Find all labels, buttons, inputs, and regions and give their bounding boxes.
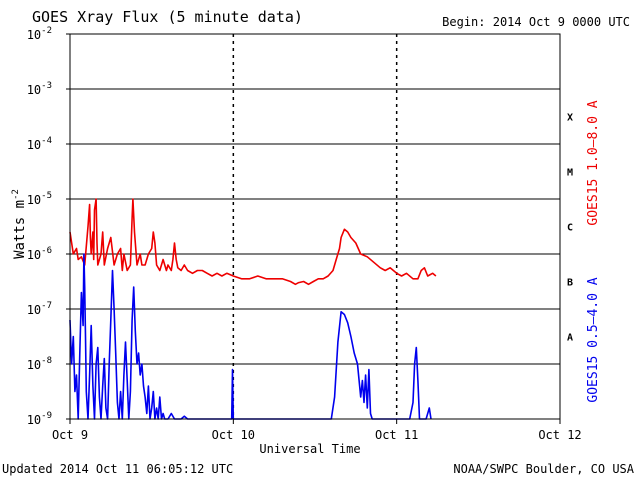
data-series xyxy=(69,198,437,420)
flare-class-a: A xyxy=(567,333,573,344)
flare-class-c: C xyxy=(567,223,573,234)
series-long-channel-line xyxy=(69,198,437,286)
y-axis-label: Watts m-2 xyxy=(11,189,28,259)
series-short-channel-line xyxy=(69,253,432,420)
y-tick-label: 10-9 xyxy=(27,411,52,427)
flare-class-m: M xyxy=(567,168,573,179)
y-tick-label: 10-5 xyxy=(27,191,52,207)
y-tick-label: 10-6 xyxy=(27,246,52,262)
x-tick-label: Oct 12 xyxy=(538,428,581,442)
flare-class-labels: A B C M X xyxy=(567,113,573,344)
grid xyxy=(70,33,560,420)
plot-frame xyxy=(69,33,561,420)
y-axis-ticks: 10-9 10-8 10-7 10-6 10-5 10-4 10-3 10-2 xyxy=(27,26,70,427)
y-tick-label: 10-4 xyxy=(27,136,52,152)
begin-date: Begin: 2014 Oct 9 0000 UTC xyxy=(442,15,630,29)
x-tick-label: Oct 11 xyxy=(375,428,418,442)
credit-text: NOAA/SWPC Boulder, CO USA xyxy=(453,462,634,476)
legend-long-channel: GOES15 1.0–8.0 A xyxy=(586,100,601,225)
flare-class-x: X xyxy=(567,113,573,124)
y-tick-label: 10-7 xyxy=(27,301,52,317)
x-axis-ticks: Oct 9 Oct 10 Oct 11 Oct 12 xyxy=(52,419,582,442)
flare-class-b: B xyxy=(567,278,573,289)
x-tick-label: Oct 10 xyxy=(212,428,255,442)
y-tick-label: 10-3 xyxy=(27,81,52,97)
chart-title: GOES Xray Flux (5 minute data) xyxy=(32,8,303,26)
updated-timestamp: Updated 2014 Oct 11 06:05:12 UTC xyxy=(2,462,234,476)
y-tick-label: 10-8 xyxy=(27,356,52,372)
x-tick-label: Oct 9 xyxy=(52,428,88,442)
x-axis-label: Universal Time xyxy=(259,442,360,456)
y-tick-label: 10-2 xyxy=(27,26,52,42)
legend-short-channel: GOES15 0.5–4.0 A xyxy=(586,277,601,402)
